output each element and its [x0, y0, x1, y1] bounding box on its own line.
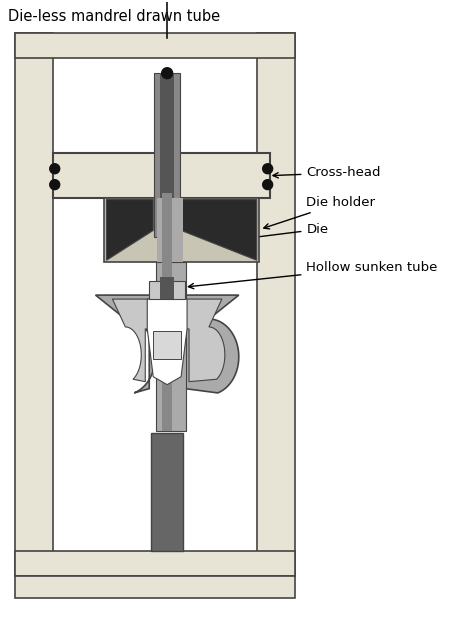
Circle shape [50, 180, 60, 189]
Bar [157, 198, 183, 262]
Polygon shape [147, 299, 187, 384]
Polygon shape [107, 199, 153, 260]
Text: Die-less mandrel drawn tube: Die-less mandrel drawn tube [8, 9, 220, 24]
Bar [15, 33, 53, 576]
Circle shape [162, 68, 173, 78]
Circle shape [263, 164, 273, 174]
Bar [15, 576, 294, 598]
Bar [162, 192, 172, 267]
Bar [153, 331, 181, 359]
Bar [162, 262, 172, 431]
Bar [104, 198, 259, 262]
Text: Die: Die [218, 223, 328, 244]
Bar [53, 153, 270, 198]
Bar [156, 262, 186, 431]
Text: Die holder: Die holder [264, 196, 375, 229]
Bar [160, 277, 174, 299]
Circle shape [50, 164, 60, 174]
Circle shape [263, 180, 273, 189]
Polygon shape [96, 295, 239, 393]
Polygon shape [112, 299, 225, 382]
Bar [151, 433, 183, 551]
Bar [15, 33, 294, 58]
Bar [154, 73, 180, 238]
Text: Hollow sunken tube: Hollow sunken tube [188, 261, 438, 289]
Bar [160, 73, 174, 238]
Bar [15, 551, 294, 576]
Bar [149, 281, 185, 299]
Bar [257, 33, 294, 576]
Polygon shape [181, 199, 257, 260]
Text: Cross-head: Cross-head [273, 166, 381, 179]
